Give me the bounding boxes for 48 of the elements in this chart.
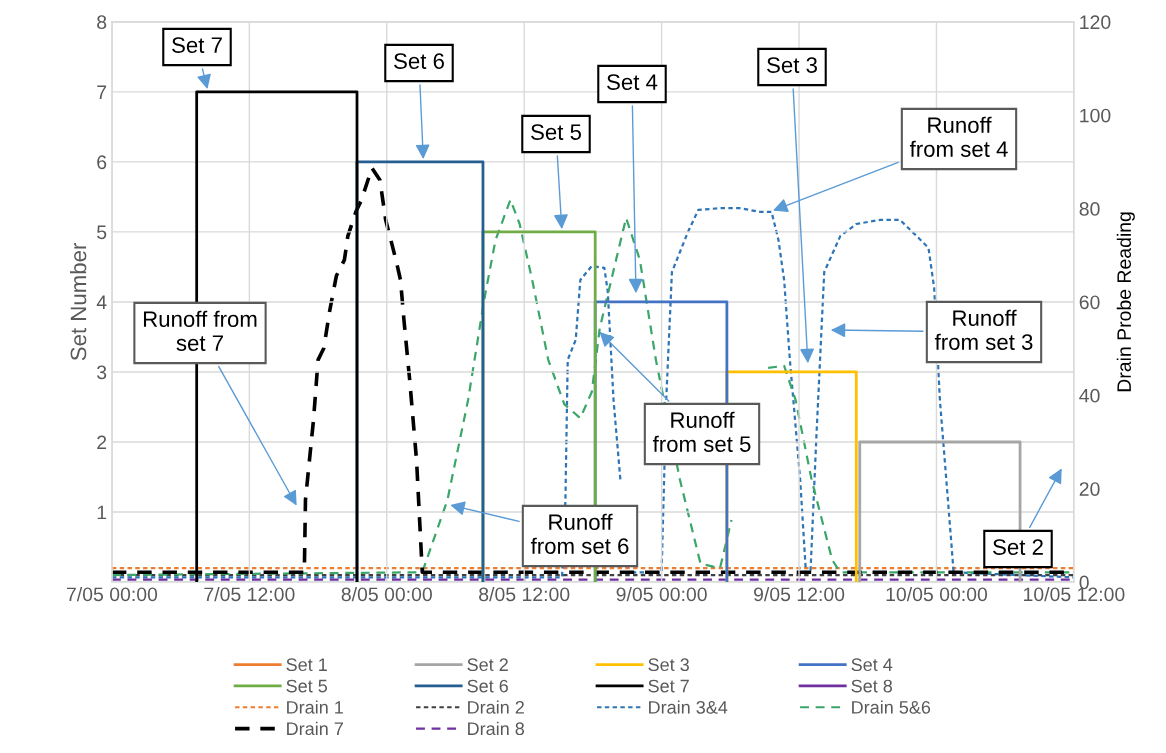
legend-label: Set 1 — [286, 658, 327, 672]
annotation: Set 2 — [993, 539, 1043, 555]
y-tick-label: 5 — [97, 225, 107, 240]
annotation: Runoff from set 5 — [652, 411, 751, 452]
annotation: Runoff from set 6 — [530, 513, 629, 554]
y-axis-title: Set Number — [69, 243, 87, 361]
x-tick-label: 7/05 12:00 — [204, 586, 295, 602]
legend-label: Set 6 — [467, 679, 508, 693]
y-tick-label: 4 — [96, 295, 107, 309]
annotation: Runoff from set 7 — [143, 310, 257, 351]
y-tick-label: 1 — [97, 505, 107, 520]
annotation: Runoff from set 3 — [934, 309, 1033, 350]
x-tick-label: 10/05 00:00 — [886, 586, 988, 602]
annotation: Runoff from set 4 — [909, 116, 1008, 157]
y-tick-label: 2 — [97, 435, 107, 450]
y-tick-label: 8 — [97, 15, 107, 30]
y2-tick-label: 100 — [1080, 108, 1111, 123]
y-tick-label: 3 — [97, 365, 107, 380]
legend-label: Set 4 — [851, 658, 893, 672]
legend-label: Drain 1 — [287, 700, 343, 714]
y2-tick-label: 120 — [1080, 15, 1111, 30]
legend-label: Drain 5&6 — [852, 700, 931, 714]
annotation: Set 6 — [394, 53, 444, 69]
x-tick-label: 7/05 00:00 — [66, 586, 158, 602]
legend-label: Drain 2 — [468, 700, 524, 714]
annotation: Set 3 — [767, 57, 817, 73]
x-tick-label: 9/05 12:00 — [754, 586, 845, 602]
legend-label: Drain 7 — [287, 721, 343, 736]
legend-label: Drain 3&4 — [649, 700, 728, 714]
y-tick-label: 6 — [97, 155, 107, 170]
legend-label: Set 7 — [648, 679, 689, 693]
legend-label: Set 5 — [286, 679, 328, 693]
annotation: Set 5 — [531, 124, 582, 140]
y2-tick-label: 60 — [1079, 295, 1100, 310]
x-tick-label: 8/05 12:00 — [479, 586, 570, 602]
annotation: Set 4 — [607, 74, 658, 90]
legend-label: Set 8 — [851, 679, 893, 693]
legend-label: Drain 8 — [468, 721, 525, 736]
annotation: Set 7 — [172, 37, 222, 53]
x-tick-label: 8/05 00:00 — [341, 586, 432, 602]
legend-label: Set 3 — [648, 658, 689, 672]
y2-tick-label: 80 — [1079, 202, 1100, 216]
legend-label: Set 2 — [467, 658, 508, 672]
y2-tick-label: 20 — [1079, 482, 1100, 496]
y2-axis-title: Drain Probe Reading — [1116, 212, 1135, 392]
y2-tick-label: 40 — [1079, 388, 1100, 403]
y-tick-label: 7 — [97, 85, 107, 99]
x-tick-label: 9/05 00:00 — [616, 586, 707, 602]
